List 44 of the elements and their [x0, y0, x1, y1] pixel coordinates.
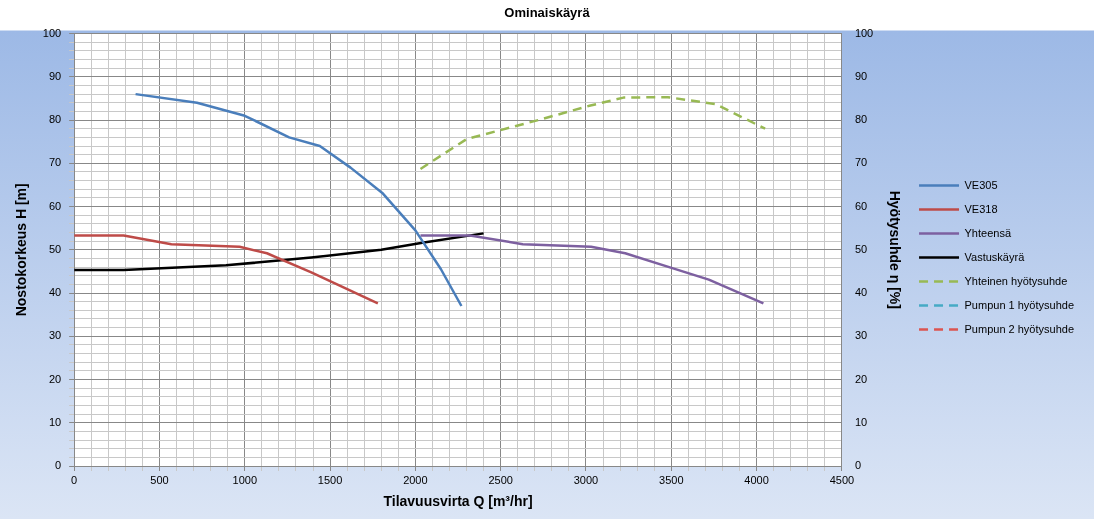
- y-tick-label: 0: [55, 459, 62, 472]
- x-tick-label: 0: [71, 473, 78, 486]
- legend-label: VE305: [964, 178, 998, 191]
- y-tick-label: 20: [48, 372, 62, 385]
- x-tick-label: 3000: [573, 473, 599, 486]
- y2-tick-label: 60: [854, 199, 868, 212]
- chart-title: Ominaiskäyrä: [504, 5, 591, 21]
- legend-label: VE318: [964, 202, 998, 215]
- y2-tick-label: 30: [854, 329, 868, 342]
- y-tick-label: 10: [48, 415, 62, 428]
- y-tick-label: 60: [48, 199, 62, 212]
- legend-label: Yhteensä: [964, 226, 1012, 239]
- y2-tick-label: 90: [854, 69, 868, 82]
- y2-tick-label: 70: [854, 156, 868, 169]
- x-tick-label: 1000: [232, 473, 257, 486]
- x-tick-label: 3500: [659, 473, 684, 486]
- y2-tick-label: 40: [854, 286, 868, 299]
- y-axis-title: Nostokorkeus H [m]: [13, 183, 30, 317]
- y-tick-label: 50: [48, 242, 62, 255]
- x-tick-label: 1500: [317, 473, 343, 486]
- legend-label: Vastuskäyrä: [964, 250, 1026, 263]
- x-tick-label: 2500: [488, 473, 513, 486]
- y2-tick-label: 50: [854, 242, 868, 255]
- y-tick-label: 100: [42, 26, 62, 39]
- y2-tick-label: 80: [854, 113, 868, 126]
- y2-tick-label: 100: [854, 26, 874, 39]
- y-tick-label: 70: [48, 156, 62, 169]
- legend-label: Pumpun 2 hyötysuhde: [964, 322, 1075, 335]
- y2-tick-label: 0: [854, 459, 862, 472]
- legend-label: Yhteinen hyötysuhde: [964, 274, 1068, 287]
- y-tick-label: 40: [48, 286, 62, 299]
- y-tick-label: 30: [48, 329, 62, 342]
- x-tick-label: 4000: [744, 473, 769, 486]
- x-tick-label: 2000: [403, 473, 428, 486]
- y2-tick-label: 10: [854, 415, 868, 428]
- y2-tick-label: 20: [854, 372, 868, 385]
- x-tick-label: 4500: [829, 473, 855, 486]
- x-axis-title: Tilavuusvirta Q [m³/hr]: [383, 493, 533, 510]
- y-tick-label: 90: [48, 69, 62, 82]
- x-tick-label: 500: [150, 473, 169, 486]
- line-series: [419, 95, 767, 171]
- y-tick-label: 80: [48, 113, 62, 126]
- y2-axis-title: Hyötysuhde η [%]: [886, 190, 903, 309]
- legend-label: Pumpun 1 hyötysuhde: [964, 298, 1075, 311]
